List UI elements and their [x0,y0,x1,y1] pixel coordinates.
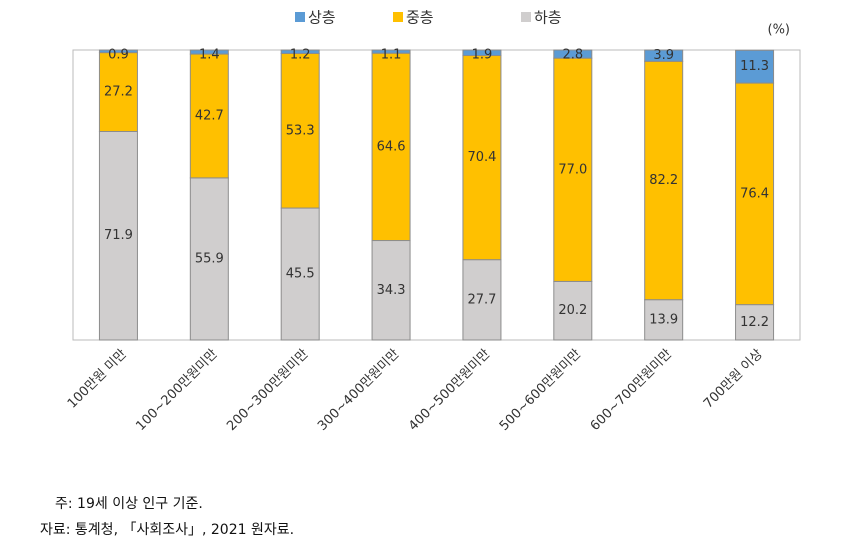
bar-segment [553,49,593,59]
bar-segment [371,52,411,242]
data-label: 42.7 [195,108,224,123]
data-label: 13.9 [649,312,678,327]
note: 자료: 통계청, 「사회조사」, 2021 원자료. [40,522,294,538]
x-tick-label: 100~200만원미만 [133,347,220,434]
data-label: 3.9 [653,48,674,63]
bar-segment [189,177,229,341]
legend-swatch [521,12,531,22]
bar-segment [553,280,593,341]
bar-segment [644,49,684,62]
data-label: 20.2 [558,303,587,318]
data-label: 1.9 [472,48,493,63]
x-tick-label: 600~700만원미만 [588,347,675,434]
bar-segment [98,49,138,54]
x-tick-label: 200~300만원미만 [224,347,311,434]
bar-segment [553,57,593,282]
data-label: 27.2 [104,85,133,100]
data-label: 1.2 [290,48,311,63]
legend-label: 하층 [534,9,562,27]
data-label: 71.9 [104,228,133,243]
data-label: 76.4 [740,186,769,201]
data-label: 12.2 [740,315,769,330]
legend-label: 상층 [308,9,336,27]
plot-frame [72,49,801,341]
data-label: 55.9 [195,251,224,266]
bar-segment [189,49,229,55]
data-label: 11.3 [740,59,769,74]
bar-segment [98,52,138,132]
data-label: 53.3 [286,123,315,138]
bar-segment [735,82,775,306]
bar-segment [735,304,775,341]
bar-segment [98,130,138,341]
x-tick-label: 300~400만원미만 [315,347,402,434]
bar-segment [189,53,229,179]
x-tick-label: 500~600만원미만 [497,347,584,434]
bar-segment [735,49,775,84]
bar-segment [371,49,411,54]
note: 주: 19세 이상 인구 기준. [55,496,203,512]
data-label: 2.8 [562,48,583,63]
x-tick-label: 700만원 이상 [701,347,766,412]
data-label: 77.0 [558,162,587,177]
legend-label: 중층 [406,9,434,27]
data-label: 1.1 [381,48,402,63]
x-tick-label: 400~500만원미만 [406,347,493,434]
legend-swatch [393,12,403,22]
data-label: 34.3 [377,283,406,298]
data-label: 64.6 [377,139,406,154]
unit-label: (%) [768,23,791,38]
data-label: 70.4 [467,150,496,165]
x-tick-label: 100만원 미만 [65,347,130,412]
bar-segment [644,299,684,341]
bar-segment [462,55,502,261]
legend-swatch [295,12,305,22]
bar-segment [280,49,320,54]
data-label: 0.9 [108,48,129,63]
bar-segment [462,49,502,57]
data-label: 27.7 [467,292,496,307]
data-label: 1.4 [199,48,220,63]
data-label: 82.2 [649,173,678,188]
data-label: 45.5 [286,267,315,282]
bar-segment [371,240,411,341]
